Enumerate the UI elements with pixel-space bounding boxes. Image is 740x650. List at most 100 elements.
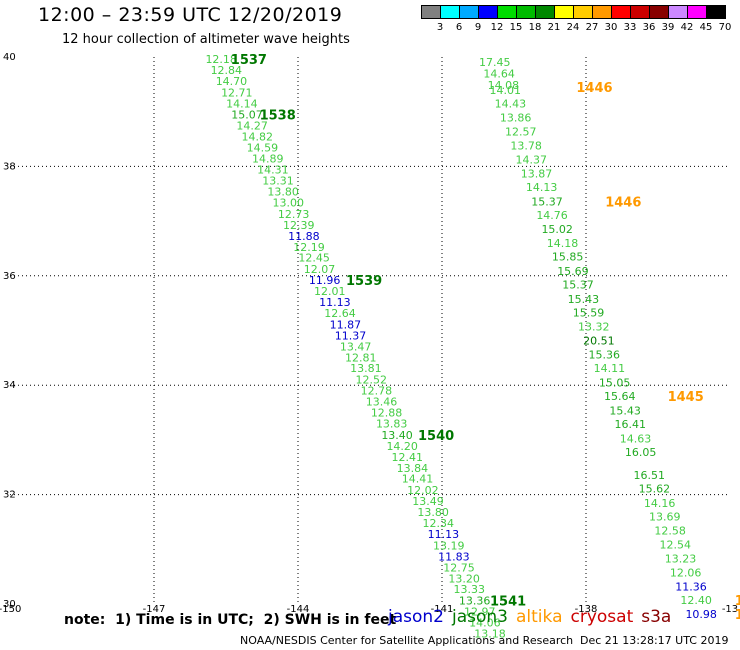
pass-time-label: 1541 [490,595,526,610]
wave-height-value: 13.00 [273,197,305,210]
wave-height-value: 12.39 [283,219,315,232]
wave-height-value: 16.51 [633,469,665,482]
wave-height-value: 14.31 [257,164,289,177]
legend-entry-jason3: jason3 [452,607,508,627]
wave-height-value: 16.41 [614,418,646,431]
wave-height-value: 13.78 [510,140,542,153]
wave-height-value: 11.88 [288,230,320,243]
wave-height-value: 15.02 [541,223,573,236]
wave-height-value: 14.76 [536,209,568,222]
pass-time-label: 1443 [735,608,740,623]
color-scale-label: 21 [547,22,561,33]
color-scale-label: 24 [566,22,580,33]
wave-height-value: 16.05 [625,446,657,459]
color-scale-label: 45 [699,22,713,33]
legend-entry-cryosat: cryosat [570,607,634,627]
wave-height-value: 12.64 [324,307,356,320]
wave-height-value: 13.18 [474,628,506,641]
wave-height-value: 14.20 [386,440,418,453]
wave-height-value: 15.69 [557,265,589,278]
credit-footer: NOAA/NESDIS Center for Satellite Applica… [240,634,574,647]
wave-height-value: 15.64 [604,390,636,403]
pass-time-label: 1446 [576,81,612,96]
wave-height-value: 14.13 [526,181,558,194]
wave-height-value: 15.05 [599,376,631,389]
wave-height-value: 12.34 [423,517,455,530]
wave-height-value: 12.81 [345,351,377,364]
wave-height-value: 13.47 [340,340,372,353]
wave-height-value: 14.89 [252,153,284,166]
y-tick-label: 30 [3,599,16,610]
wave-height-value: 10.98 [685,608,717,621]
wave-height-value: 15.43 [568,293,600,306]
wave-height-value: 13.80 [267,186,299,199]
wave-height-value: 14.11 [594,362,626,375]
wave-height-value: 12.75 [443,561,475,574]
units-note: note: 1) Time is in UTC; 2) SWH is in fe… [64,612,397,628]
wave-height-value: 12.45 [298,252,330,265]
wave-height-value: 14.27 [236,119,268,132]
wave-height-value: 14.43 [495,97,527,110]
y-tick-label: 36 [3,271,16,282]
wave-height-value: 11.83 [438,550,470,563]
chart-subtitle: 12 hour collection of altimeter wave hei… [62,32,350,47]
generation-timestamp: Dec 21 13:28:17 UTC 2019 [580,634,729,647]
legend-entry-jason2: jason2 [388,607,444,627]
wave-height-value: 14.37 [515,153,547,166]
y-tick-label: 32 [3,490,16,501]
color-scale-label: 9 [474,22,482,33]
wave-height-value: 14.18 [547,237,579,250]
wave-height-value: 15.07 [231,108,263,121]
wave-height-value: 14.59 [247,141,279,154]
x-tick-label: -147 [143,604,166,615]
wave-height-value: 12.02 [407,484,439,497]
wave-height-value: 12.19 [293,241,325,254]
wave-height-value: 14.63 [620,432,652,445]
pass-time-label: 1537 [231,53,267,68]
wave-height-value: 15.59 [573,306,605,319]
color-scale-label: 12 [490,22,504,33]
wave-height-value: 15.37 [562,279,594,292]
x-tick-label: -144 [287,604,310,615]
legend-entry-altika: altika [516,607,563,627]
wave-height-value: 13.40 [381,429,413,442]
wave-height-value: 14.16 [644,497,676,510]
wave-height-value: 15.62 [639,483,671,496]
wave-height-value: 14.08 [488,79,520,92]
x-tick-label: -13 [722,604,738,615]
wave-height-value: 13.19 [433,539,465,552]
color-scale-label: 33 [623,22,637,33]
wave-height-value: 11.36 [675,580,707,593]
legend-entry-s3a: s3a [641,607,672,627]
color-scale-label: 27 [585,22,599,33]
wave-height-value: 14.01 [489,84,521,97]
wave-height-value: 13.49 [412,495,444,508]
chart-title: 12:00 – 23:59 UTC 12/20/2019 [38,4,343,26]
y-tick-label: 34 [3,380,16,391]
wave-height-value: 11.13 [428,528,460,541]
x-tick-label: -150 [0,604,21,615]
wave-height-value: 12.06 [670,566,702,579]
wave-height-value: 17.45 [479,56,511,69]
wave-height-value: 13.86 [500,112,532,125]
wave-height-value: 12.71 [221,87,253,100]
color-scale-label: 30 [604,22,618,33]
wave-height-value: 13.23 [665,553,697,566]
pass-time-label: 1445 [668,390,704,405]
wave-height-value: 13.87 [521,168,553,181]
wave-height-value: 11.96 [309,274,341,287]
wave-height-value: 20.51 [583,334,615,347]
wave-height-value: 14.64 [483,67,515,80]
wave-height-value: 13.83 [376,417,408,430]
wave-height-value: 12.78 [361,385,393,398]
wave-height-value: 13.32 [578,321,610,334]
wave-height-value: 15.85 [552,251,584,264]
color-scale-label: 6 [455,22,463,33]
wave-height-value: 15.36 [588,349,620,362]
color-scale-label: 18 [528,22,542,33]
wave-height-value: 13.46 [366,396,398,409]
wave-height-value: 13.81 [350,362,382,375]
wave-height-value: 14.70 [216,75,248,88]
color-scale-label: 42 [680,22,694,33]
color-scale-label: 36 [642,22,656,33]
